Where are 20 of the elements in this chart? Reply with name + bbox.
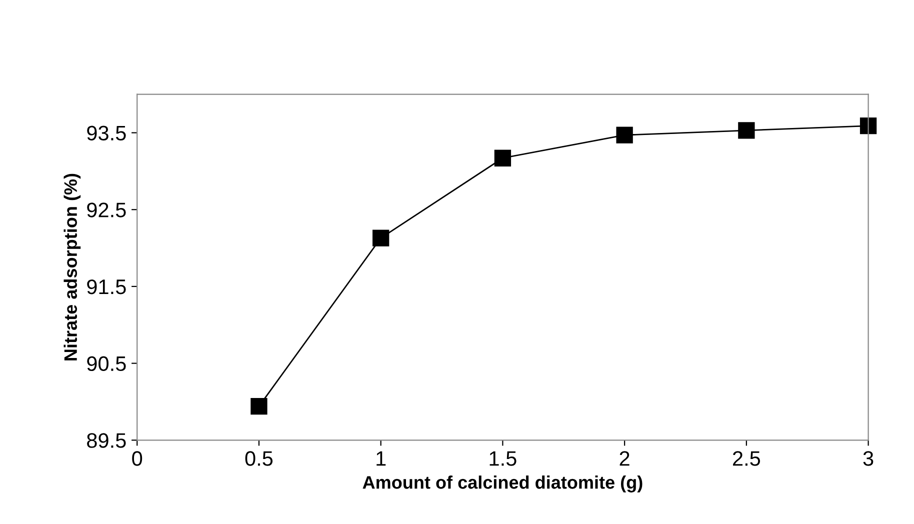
y-tick-label: 93.5: [87, 126, 126, 140]
x-tick-label: 2: [620, 451, 630, 466]
y-tick-label: 89.5: [87, 433, 126, 448]
y-tick-label: 90.5: [87, 356, 126, 372]
x-tick-label: 2.5: [733, 451, 760, 466]
x-tick-label: 0.5: [245, 451, 273, 466]
x-tick-label: 0: [132, 451, 142, 466]
point: [616, 126, 633, 144]
x-tick-label: 1.5: [490, 451, 516, 466]
point: [738, 122, 755, 139]
x-axis-title: Amount of calcined diatomite (g): [362, 476, 642, 492]
point: [494, 150, 512, 166]
y-tick-label: 91.5: [87, 279, 126, 294]
point: [860, 117, 877, 134]
x-tick-label: 1: [376, 451, 386, 466]
point: [250, 398, 268, 415]
point: [372, 230, 390, 246]
y-axis-title: Nitrate adsorption (%): [64, 174, 81, 360]
x-tick-label: 3: [863, 451, 874, 466]
y-tick-label: 92.5: [87, 202, 126, 218]
